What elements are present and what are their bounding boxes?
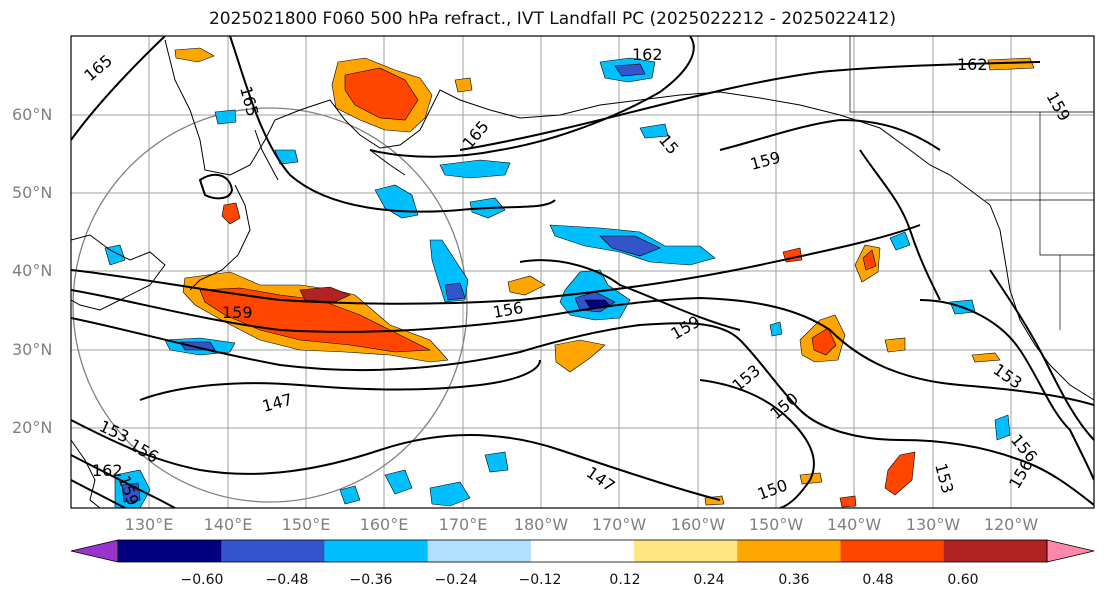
colorbar-tick-label: −0.12	[518, 572, 562, 588]
colorbar-segment	[634, 540, 738, 562]
lat-label: 30°N	[12, 340, 53, 359]
contour-label: 162	[632, 45, 663, 64]
lon-label: 120°W	[983, 515, 1039, 534]
colorbar-frame	[117, 539, 1048, 563]
colorbar-extend-max	[1046, 539, 1095, 563]
colorbar-tick-label: −0.24	[434, 572, 478, 588]
colorbar-extend-min	[70, 539, 119, 563]
contour-label: 159	[222, 303, 253, 322]
colorbar-segment	[840, 540, 945, 562]
colorbar-segment	[324, 540, 429, 562]
colorbar-tick-label: −0.60	[180, 572, 224, 588]
lon-label: 130°W	[905, 515, 961, 534]
colorbar-tick-label: 0.24	[693, 572, 725, 588]
map-title: 2025021800 F060 500 hPa refract., IVT La…	[208, 9, 896, 29]
lon-label: 170°E	[438, 515, 488, 534]
contour-label: 162	[92, 461, 123, 480]
colorbar-segment	[943, 540, 1048, 562]
colorbar-segment	[427, 540, 532, 562]
lon-label: 140°W	[826, 515, 882, 534]
lon-label: 160°E	[359, 515, 409, 534]
lon-label: 130°E	[124, 515, 174, 534]
lat-label: 20°N	[12, 418, 53, 437]
height-contours	[71, 36, 1094, 508]
lon-label: 170°W	[591, 515, 647, 534]
lat-label: 50°N	[12, 183, 53, 202]
lon-label: 180°W	[513, 515, 569, 534]
lon-label: 150°E	[281, 515, 331, 534]
colorbar-tick-label: −0.36	[349, 572, 393, 588]
borders	[849, 36, 1094, 330]
colorbar-tick-label: 0.48	[862, 572, 894, 588]
colorbar	[70, 539, 1095, 563]
colorbar-segment	[118, 540, 222, 562]
colorbar-tick-label: 0.36	[778, 572, 810, 588]
colorbar-segment	[737, 540, 842, 562]
colorbar-tick-label: −0.48	[265, 572, 309, 588]
lat-label: 60°N	[12, 105, 53, 124]
lon-label: 140°E	[203, 515, 253, 534]
range-circle	[72, 107, 468, 503]
lon-label: 160°W	[670, 515, 726, 534]
colorbar-segment	[530, 540, 635, 562]
contour-label: 162	[957, 55, 988, 74]
shaded-anomalies	[104, 47, 1035, 508]
colorbar-tick-label: 0.12	[609, 572, 641, 588]
lon-label: 150°W	[748, 515, 804, 534]
map-frame	[70, 35, 1095, 509]
colorbar-tick-label: 0.60	[947, 572, 979, 588]
coastlines	[71, 39, 1094, 508]
colorbar-segment	[221, 540, 325, 562]
lat-label: 40°N	[12, 261, 53, 280]
